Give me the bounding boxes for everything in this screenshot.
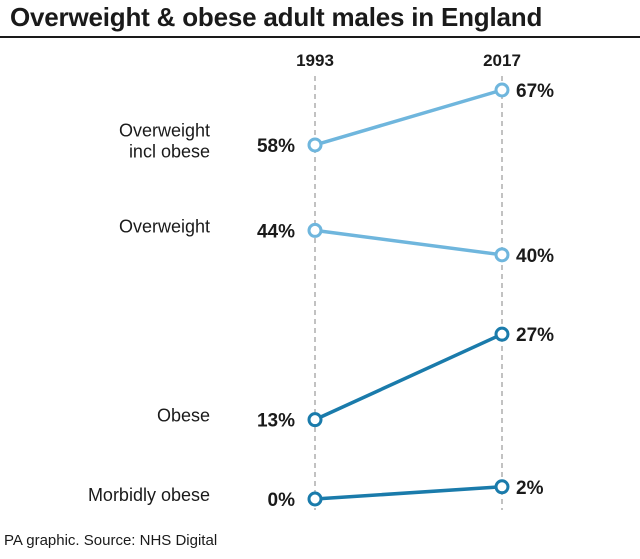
value-label-morbidly-obese-1993: 0%: [268, 490, 296, 511]
series-morbidly-obese: 0% 2% Morbidly obese: [88, 478, 544, 511]
value-label-overweight-1993: 44%: [257, 221, 295, 242]
data-point-obese-1993: [307, 412, 323, 428]
data-point-overweight-1993: [307, 222, 323, 238]
year-label-1993: 1993: [296, 51, 334, 70]
data-point-morbidly-obese-2017: [494, 479, 510, 495]
value-label-obese-1993: 13%: [257, 411, 295, 432]
series-label-overweight-incl-obese-line-2: incl obese: [129, 141, 210, 161]
series-label-morbidly-obese: Morbidly obese: [88, 485, 210, 505]
data-point-overweight-2017: [494, 247, 510, 263]
series-obese: 13% 27% Obese: [157, 325, 554, 431]
title-rule: [0, 36, 640, 38]
data-point-overweight-incl-obese-2017: [494, 82, 510, 98]
series-line-overweight: [313, 228, 504, 257]
series-line-morbidly-obese: [313, 485, 504, 501]
data-point-obese-2017: [494, 326, 510, 342]
series-label-overweight-incl-obese-line-1: Overweight: [119, 120, 210, 140]
year-axes: 1993 2017: [296, 51, 521, 510]
series-overweight: 44% 40% Overweight: [119, 216, 554, 266]
series-line-obese: [313, 332, 504, 422]
value-label-overweight-incl-obese-1993: 58%: [257, 136, 295, 157]
value-label-overweight-2017: 40%: [516, 246, 554, 267]
series-label-overweight: Overweight: [119, 216, 210, 236]
series-label-obese: Obese: [157, 406, 210, 426]
year-label-2017: 2017: [483, 51, 521, 70]
value-label-morbidly-obese-2017: 2%: [516, 478, 544, 499]
series-line-overweight-incl-obese: [313, 88, 504, 147]
chart-title: Overweight & obese adult males in Englan…: [10, 2, 543, 32]
value-label-overweight-incl-obese-2017: 67%: [516, 81, 554, 102]
source-note: PA graphic. Source: NHS Digital: [4, 532, 218, 549]
value-label-obese-2017: 27%: [516, 325, 554, 346]
data-point-morbidly-obese-1993: [307, 491, 323, 507]
data-point-overweight-incl-obese-1993: [307, 137, 323, 153]
